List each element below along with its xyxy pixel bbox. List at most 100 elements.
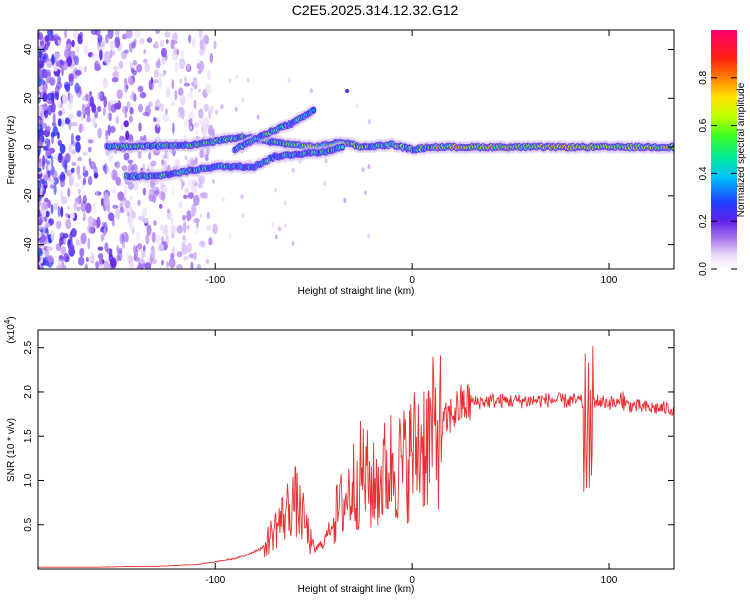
noise-blob [56,39,62,45]
noise-blob [81,95,86,101]
noise-blob [53,203,59,211]
noise-blob [241,212,245,218]
noise-blob [45,143,50,152]
snr-plot: -100 0 100 0.51.01.52.02.5 Height of strai… [3,316,675,595]
noise-blob [71,40,75,48]
noise-blob [153,79,159,84]
snr-multiplier: (x104) [3,316,17,343]
noise-blob [38,156,41,163]
noise-blob [137,150,142,159]
noise-blob [196,263,202,269]
noise-blob [70,133,74,145]
noise-blob [187,192,194,199]
colorbar-gradient [711,30,737,269]
noise-blob [100,233,105,242]
noise-blob [133,182,139,191]
noise-blob [84,106,91,116]
noise-blob [150,77,154,84]
noise-blob [116,89,123,99]
noise-blob [95,189,99,197]
noise-blob [51,121,57,127]
noise-blob [291,241,295,247]
noise-blob [52,112,56,125]
noise-blob [65,43,72,50]
noise-blob [142,187,146,196]
spectrogram-ylabel: Frequency (Hz) [6,116,17,185]
noise-blob [167,150,170,163]
noise-blob [112,127,116,133]
noise-blob [182,181,185,187]
noise-blob [115,115,119,125]
noise-blob [53,65,58,72]
noise-blob [125,30,133,39]
noise-blob [228,78,232,84]
noise-blob [193,251,197,261]
noise-blob [99,49,103,61]
noise-blob [64,117,70,125]
noise-blob [248,159,252,165]
noise-blob [161,185,168,193]
noise-blob [45,125,51,132]
noise-blob [61,107,66,116]
noise-blob [46,92,54,101]
noise-blob [115,161,121,169]
noise-blob [97,246,104,251]
noise-blob [46,246,53,251]
noise-blob [141,207,148,218]
noise-blob [138,122,142,132]
noise-blob [142,218,149,224]
noise-blob [53,183,57,196]
colorbar-label: Normalized spectral amplitude [736,82,747,217]
noise-blob [89,226,95,234]
noise-blob [47,150,52,156]
noise-blob [367,233,371,239]
noise-blob [142,111,149,117]
noise-blob [191,203,197,216]
noise-blob [171,247,175,254]
noise-blob [57,75,61,84]
noise-blob [82,195,87,205]
noise-blob [193,79,197,85]
noise-blob [80,232,87,245]
noise-blob [55,39,58,45]
noise-blob [143,58,148,64]
noise-blob [212,179,215,184]
colorbar: 0.0 0.2 0.4 0.6 0.8 Normalized spectral ampl… [698,30,747,276]
noise-blob [68,73,74,82]
noise-blob [277,226,281,232]
noise-blob [206,224,212,231]
noise-blob [50,170,58,179]
spectrogram-data [38,30,674,269]
noise-blob [367,119,371,125]
noise-blob [84,66,87,73]
noise-blob [184,76,187,83]
noise-blob [324,158,328,164]
noise-blob [52,126,59,137]
noise-blob [133,38,137,46]
noise-blob [205,258,210,264]
noise-blob [82,151,88,156]
noise-blob [137,85,144,93]
noise-blob [128,205,133,213]
noise-blob [145,233,150,245]
noise-blob [153,117,157,123]
noise-blob [55,61,61,67]
noise-blob [103,163,108,175]
noise-blob [132,59,138,66]
noise-blob [156,117,160,128]
noise-blob [144,62,150,73]
noise-blob [196,63,202,70]
noise-blob [74,69,82,76]
noise-blob [153,148,160,156]
noise-blob [195,130,199,136]
noise-blob [111,188,117,194]
noise-blob [183,134,187,140]
noise-blob [212,223,218,235]
noise-blob [137,199,141,206]
noise-blob [109,170,113,177]
noise-blob [170,253,175,260]
noise-blob [87,139,94,144]
noise-blob [106,248,113,254]
noise-blob [158,243,165,252]
noise-blob [198,108,204,119]
